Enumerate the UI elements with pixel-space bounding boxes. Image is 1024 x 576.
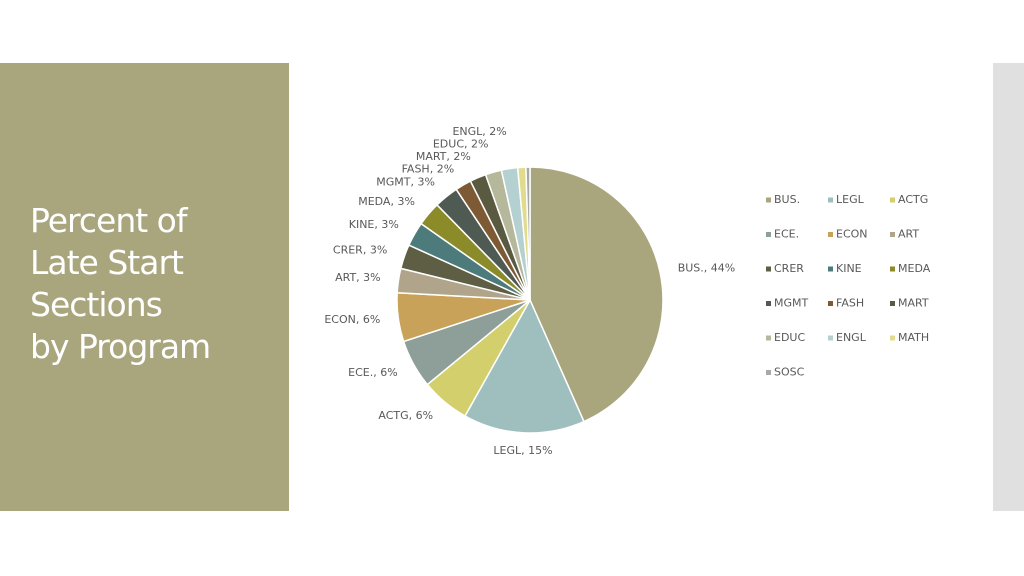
legend-label: BUS. — [774, 193, 800, 206]
legend-swatch — [890, 266, 895, 272]
data-label: FASH, 2% — [402, 162, 455, 175]
legend-label: ACTG — [898, 193, 928, 206]
legend-swatch — [890, 335, 895, 341]
legend-swatch — [890, 232, 895, 237]
legend-label: ECE. — [774, 228, 799, 241]
legend-label: ENGL — [836, 331, 867, 344]
legend-swatch — [766, 232, 771, 237]
legend-label: ECON — [836, 228, 868, 241]
legend-label: CRER — [774, 262, 804, 275]
legend-label: MGMT — [774, 297, 809, 310]
legend-swatch — [766, 266, 771, 272]
data-label: LEGL, 15% — [493, 444, 552, 457]
data-label: ART, 3% — [335, 271, 381, 284]
pie-slice — [463, 298, 585, 434]
pie-slice — [529, 166, 664, 423]
data-label: CRER, 3% — [333, 244, 387, 257]
legend-swatch — [890, 197, 895, 203]
data-label: KINE, 3% — [349, 218, 399, 231]
legend-label: KINE — [836, 262, 862, 275]
legend-swatch — [828, 232, 833, 237]
legend-swatch — [890, 301, 895, 306]
legend-swatch — [766, 370, 771, 375]
legend-label: MATH — [898, 331, 929, 344]
title-line: by Program — [30, 327, 211, 366]
pie-slice — [525, 166, 531, 301]
legend-label: EDUC — [774, 331, 805, 344]
legend-label: MEDA — [898, 262, 931, 275]
title-line: Late Start — [30, 243, 184, 282]
data-label: ECON, 6% — [324, 313, 380, 326]
legend-swatch — [766, 335, 771, 341]
legend-label: SOSC — [774, 366, 805, 379]
data-label: ACTG, 6% — [378, 409, 433, 422]
legend-swatch — [828, 197, 833, 203]
legend-label: MART — [898, 297, 929, 310]
title-line: Percent of — [30, 201, 187, 240]
legend-swatch — [828, 335, 833, 341]
legend-swatch — [766, 301, 771, 306]
data-label: MEDA, 3% — [358, 195, 415, 208]
data-label: BUS., 44% — [678, 262, 736, 275]
legend-swatch — [828, 266, 833, 272]
slide-title: Percent of Late Start Sections by Progra… — [30, 200, 211, 368]
title-panel — [0, 63, 289, 511]
title-line: Sections — [30, 285, 163, 324]
data-label: ENGL, 2% — [452, 125, 506, 138]
data-label: MART, 2% — [416, 150, 471, 163]
legend-label: LEGL — [836, 193, 865, 206]
data-label: EDUC, 2% — [433, 137, 489, 150]
side-strip — [993, 63, 1024, 511]
data-label: MGMT, 3% — [376, 176, 435, 189]
legend-swatch — [766, 197, 771, 203]
legend-swatch — [828, 301, 833, 306]
legend-label: FASH — [836, 297, 864, 310]
legend-label: ART — [898, 228, 919, 241]
data-label: ECE., 6% — [348, 366, 398, 379]
